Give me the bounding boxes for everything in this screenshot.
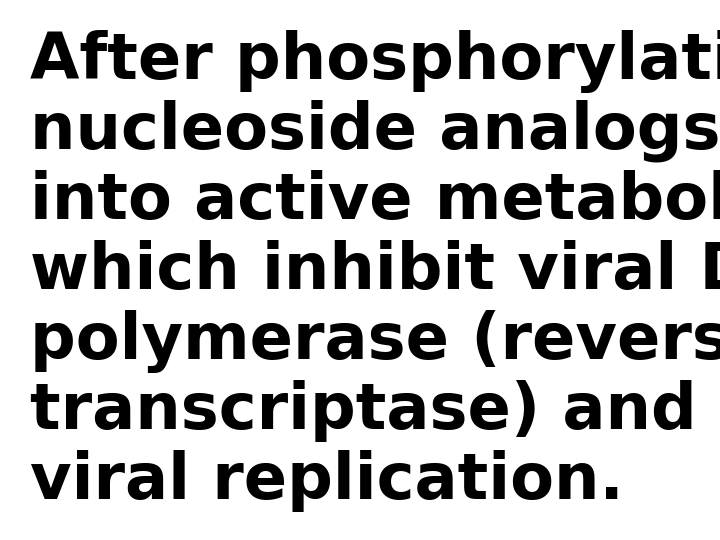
- Text: After phosphorylation: After phosphorylation: [30, 30, 720, 93]
- Text: which inhibit viral DNA: which inhibit viral DNA: [30, 240, 720, 302]
- Text: polymerase (reverse: polymerase (reverse: [30, 310, 720, 373]
- Text: into active metabolites,: into active metabolites,: [30, 170, 720, 232]
- Text: viral replication.: viral replication.: [30, 450, 624, 512]
- Text: nucleoside analogs conv: nucleoside analogs conv: [30, 100, 720, 163]
- Text: transcriptase) and block: transcriptase) and block: [30, 380, 720, 442]
